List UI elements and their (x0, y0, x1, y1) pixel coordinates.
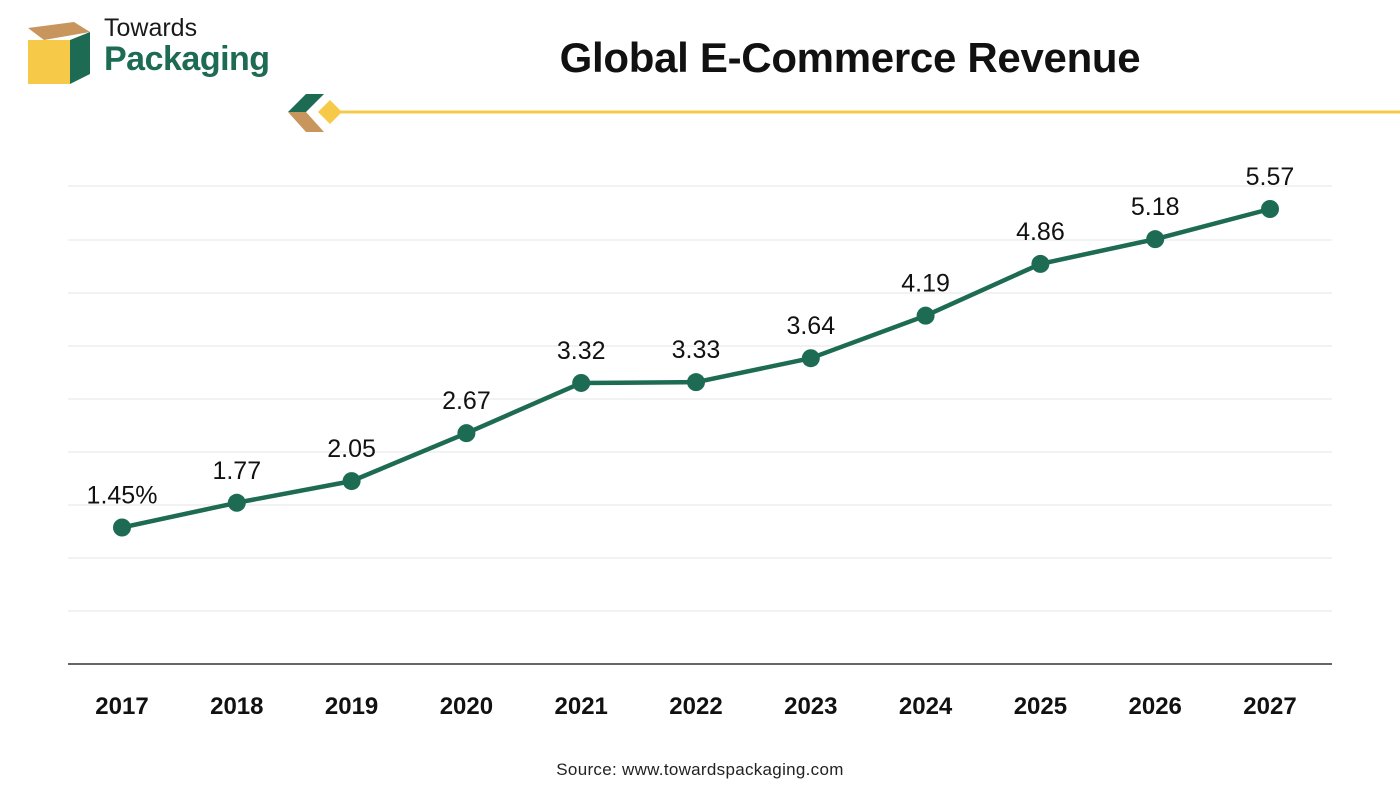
x-tick-2027: 2027 (1243, 693, 1296, 720)
title-divider (288, 94, 1400, 132)
x-tick-2024: 2024 (899, 693, 953, 720)
data-label-2023: 3.64 (786, 312, 835, 340)
x-tick-2018: 2018 (210, 693, 263, 720)
x-tick-2026: 2026 (1129, 693, 1182, 720)
x-tick-2021: 2021 (555, 693, 608, 720)
x-tick-2022: 2022 (669, 693, 722, 720)
x-tick-2019: 2019 (325, 693, 378, 720)
source-note: Source: www.towardspackaging.com (556, 760, 844, 779)
data-point-2027 (1261, 200, 1279, 218)
data-point-2017 (113, 518, 131, 537)
data-label-2024: 4.19 (901, 270, 950, 298)
data-point-2021 (572, 373, 591, 392)
data-point-2018 (227, 493, 246, 512)
data-label-2017: 1.45% (87, 482, 158, 510)
x-tick-2025: 2025 (1014, 693, 1067, 720)
x-tick-2020: 2020 (440, 693, 493, 720)
box-logo-icon (28, 22, 90, 84)
data-label-2025: 4.86 (1016, 218, 1065, 246)
data-label-2027: 5.57 (1246, 163, 1295, 191)
data-point-2024 (916, 306, 935, 325)
brand-logo: Towards Packaging (24, 14, 294, 88)
series-line (121, 206, 1271, 530)
x-tick-2023: 2023 (784, 693, 837, 720)
data-label-2026: 5.18 (1131, 193, 1180, 221)
data-point-2020 (457, 424, 476, 443)
data-point-2019 (342, 472, 361, 491)
data-label-2021: 3.32 (557, 337, 606, 365)
data-label-2019: 2.05 (327, 435, 376, 463)
brand-name-top: Towards (104, 14, 198, 42)
data-label-2020: 2.67 (442, 387, 491, 415)
data-point-2023 (801, 349, 820, 368)
data-point-2026 (1146, 230, 1165, 249)
x-tick-2017: 2017 (95, 693, 148, 720)
data-label-2022: 3.33 (672, 336, 721, 364)
data-label-2018: 1.77 (212, 457, 261, 485)
data-point-2022 (687, 373, 705, 392)
data-point-2025 (1031, 254, 1050, 273)
chart-title: Global E-Commerce Revenue (559, 34, 1141, 81)
brand-name-main: Packaging (104, 40, 270, 78)
